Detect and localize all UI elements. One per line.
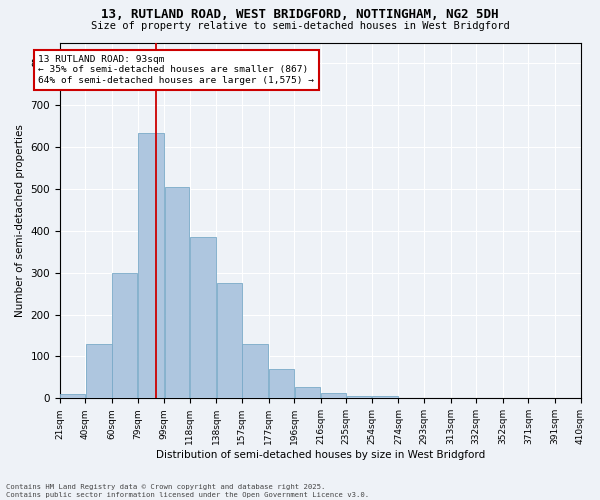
Bar — [164, 187, 190, 398]
Bar — [347, 396, 371, 398]
Bar — [61, 394, 85, 398]
Bar — [138, 132, 164, 398]
Bar — [190, 237, 216, 398]
Bar — [112, 273, 137, 398]
Bar — [295, 386, 320, 398]
X-axis label: Distribution of semi-detached houses by size in West Bridgford: Distribution of semi-detached houses by … — [155, 450, 485, 460]
Bar — [372, 396, 398, 398]
Bar — [321, 394, 346, 398]
Bar — [242, 344, 268, 399]
Bar — [86, 344, 112, 399]
Text: Size of property relative to semi-detached houses in West Bridgford: Size of property relative to semi-detach… — [91, 21, 509, 31]
Bar — [217, 283, 242, 399]
Text: 13 RUTLAND ROAD: 93sqm
← 35% of semi-detached houses are smaller (867)
64% of se: 13 RUTLAND ROAD: 93sqm ← 35% of semi-det… — [38, 55, 314, 85]
Text: 13, RUTLAND ROAD, WEST BRIDGFORD, NOTTINGHAM, NG2 5DH: 13, RUTLAND ROAD, WEST BRIDGFORD, NOTTIN… — [101, 8, 499, 20]
Text: Contains HM Land Registry data © Crown copyright and database right 2025.
Contai: Contains HM Land Registry data © Crown c… — [6, 484, 369, 498]
Y-axis label: Number of semi-detached properties: Number of semi-detached properties — [15, 124, 25, 317]
Bar — [269, 369, 294, 398]
